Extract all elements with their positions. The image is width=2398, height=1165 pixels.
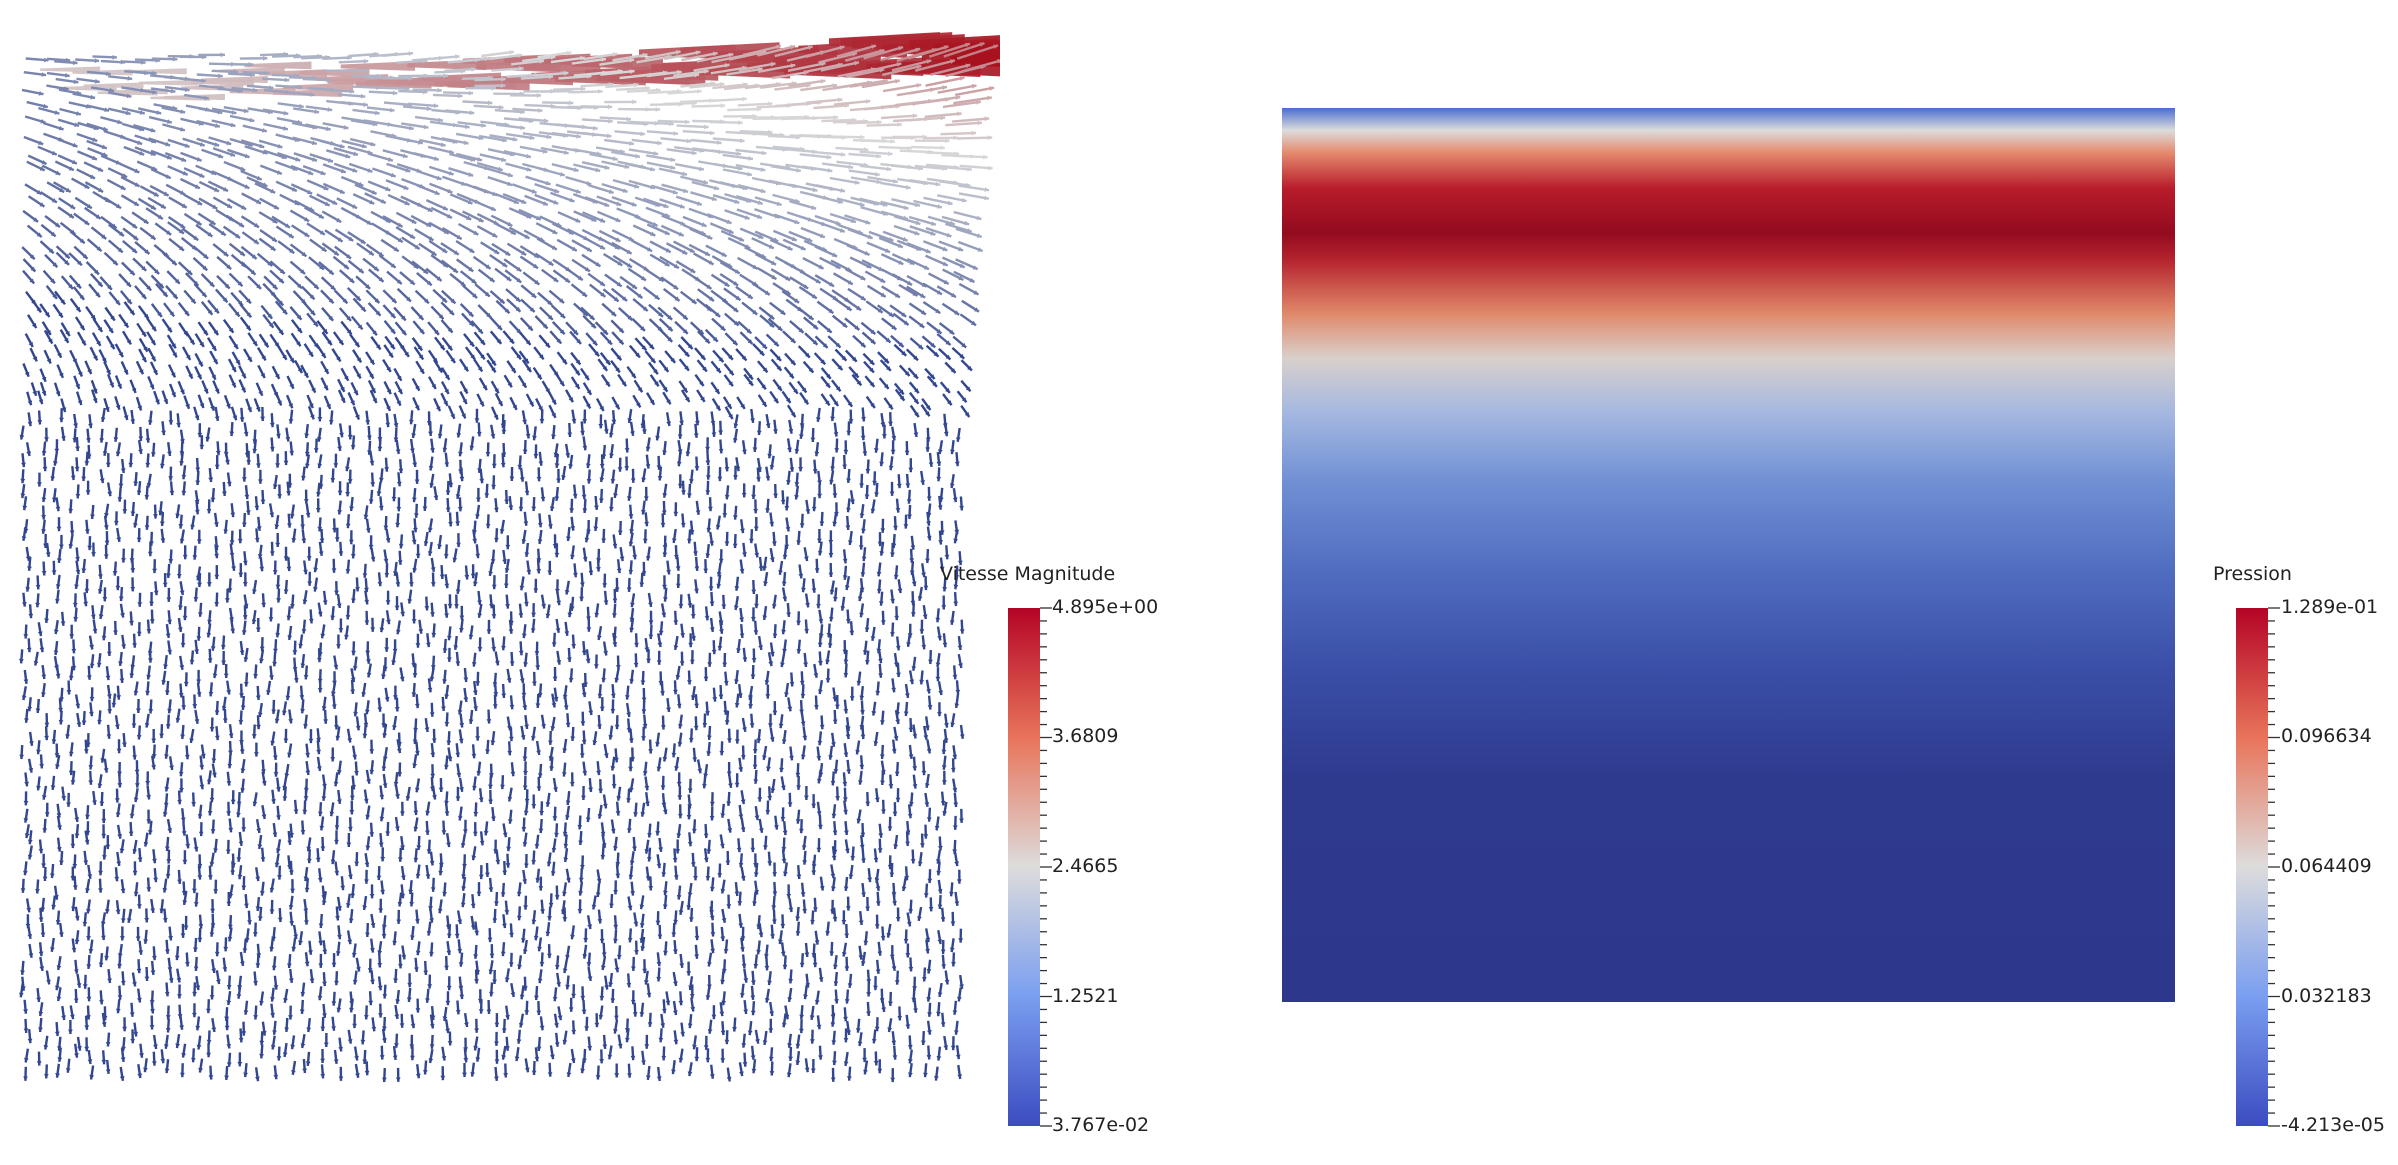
left-colorbar-title: Vitesse Magnitude — [940, 563, 1115, 585]
right-colorbar-tick: 0.064409 — [2281, 855, 2372, 877]
right-colorbar-ticks — [2268, 606, 2282, 1128]
right-colorbar-title: Pression — [2213, 563, 2292, 585]
pressure-field-view[interactable] — [1282, 108, 2175, 1002]
velocity-glyph-view[interactable] — [0, 0, 1000, 1161]
left-colorbar — [1008, 608, 1040, 1126]
left-colorbar-tick: 1.2521 — [1052, 985, 1118, 1007]
right-colorbar-min: -4.213e-05 — [2281, 1114, 2385, 1136]
right-colorbar-max: 1.289e-01 — [2281, 596, 2378, 618]
right-colorbar-tick: 0.096634 — [2281, 725, 2372, 747]
right-colorbar-tick: 0.032183 — [2281, 985, 2372, 1007]
right-colorbar — [2236, 608, 2268, 1126]
left-colorbar-max: 4.895e+00 — [1052, 596, 1158, 618]
left-colorbar-min: 3.767e-02 — [1052, 1114, 1149, 1136]
left-colorbar-tick: 2.4665 — [1052, 855, 1118, 877]
left-colorbar-tick: 3.6809 — [1052, 725, 1118, 747]
velocity-arrow-field — [0, 0, 1000, 1161]
